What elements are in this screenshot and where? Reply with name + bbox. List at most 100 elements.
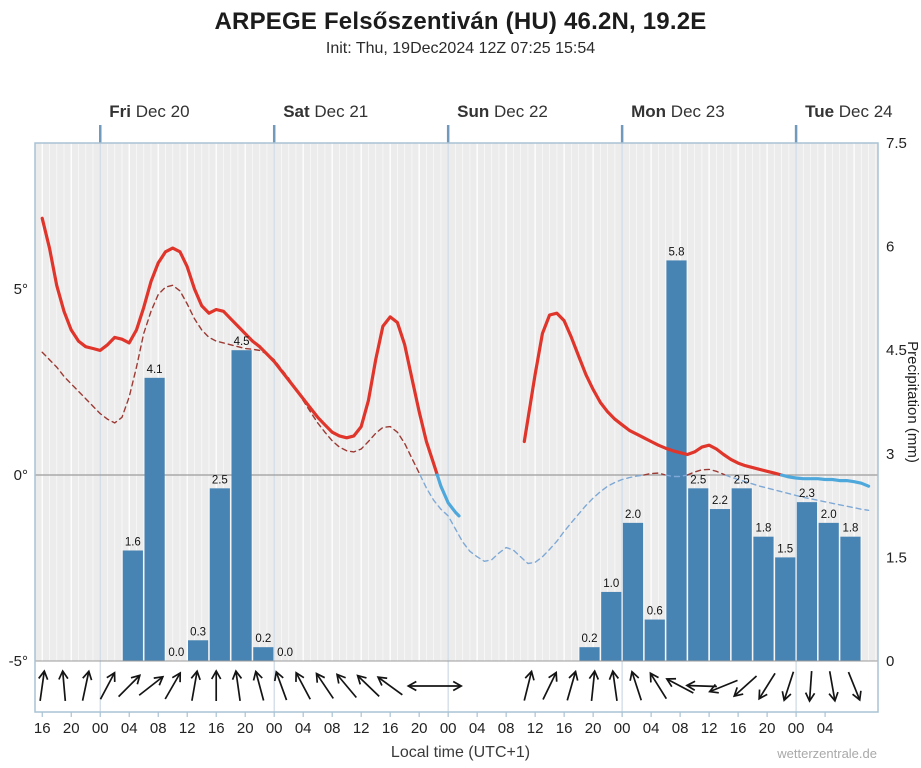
precip-bar-label: 2.0 bbox=[625, 509, 641, 521]
x-tick-label: 16 bbox=[34, 720, 51, 737]
precip-bar-label: 1.5 bbox=[777, 543, 793, 555]
precip-bar bbox=[818, 522, 839, 661]
temperature-line bbox=[435, 473, 461, 518]
precip-bar-label: 2.3 bbox=[799, 488, 815, 500]
precip-bar-label: 2.5 bbox=[212, 474, 228, 486]
x-tick-label: 00 bbox=[92, 720, 109, 737]
precip-bar bbox=[622, 522, 644, 661]
temperature-line bbox=[522, 311, 784, 477]
x-tick-label: 12 bbox=[179, 720, 196, 737]
x-tick-label: 00 bbox=[266, 720, 283, 737]
wind-arrow bbox=[315, 672, 334, 699]
precip-bar bbox=[775, 557, 796, 661]
precip-bar bbox=[579, 647, 600, 661]
precip-bar bbox=[840, 536, 861, 661]
plot-frame bbox=[34, 142, 879, 713]
wind-arrow bbox=[164, 671, 182, 700]
wind-arrow bbox=[649, 671, 668, 700]
wind-arrow bbox=[252, 669, 265, 701]
precip-bar bbox=[666, 260, 687, 661]
wind-arrow bbox=[588, 669, 600, 702]
wind-arrow bbox=[781, 671, 795, 702]
wind-arrow bbox=[376, 676, 403, 696]
x-tick-label: 16 bbox=[382, 720, 399, 737]
temperature-line bbox=[40, 216, 439, 477]
x-tick-label: 12 bbox=[701, 720, 718, 737]
wind-arrow bbox=[828, 671, 839, 703]
temperature-line bbox=[780, 473, 871, 488]
precip-bar-label: 0.2 bbox=[255, 633, 271, 645]
wind-arrow bbox=[523, 669, 535, 701]
dewpoint-line bbox=[686, 468, 727, 476]
precip-bar-label: 2.5 bbox=[690, 474, 706, 486]
temp-axis-label: -5° bbox=[9, 653, 28, 670]
day-label: Sun Dec 22 bbox=[457, 102, 548, 121]
wind-arrow bbox=[190, 669, 201, 701]
wind-arrow bbox=[117, 674, 142, 698]
precip-bar bbox=[122, 550, 143, 661]
temp-axis-label: 5° bbox=[14, 281, 28, 298]
day-label: Fri Dec 20 bbox=[109, 102, 189, 121]
x-tick-label: 20 bbox=[759, 720, 776, 737]
precip-axis-label: 4.5 bbox=[886, 342, 907, 359]
wind-arrow bbox=[58, 669, 69, 702]
precip-bar-label: 0.0 bbox=[277, 647, 293, 659]
x-tick-label: 08 bbox=[672, 720, 689, 737]
x-tick-label: 04 bbox=[817, 720, 834, 737]
wind-arrow bbox=[732, 675, 758, 698]
day-label: Mon Dec 23 bbox=[631, 102, 725, 121]
precip-bar bbox=[188, 640, 209, 661]
precip-bar bbox=[144, 377, 165, 661]
wind-arrow bbox=[81, 669, 93, 701]
wind-arrow bbox=[231, 669, 243, 701]
wind-arrow bbox=[608, 669, 620, 701]
day-label: Sat Dec 21 bbox=[283, 102, 368, 121]
x-tick-label: 16 bbox=[208, 720, 225, 737]
precip-axis-label: 6 bbox=[886, 239, 894, 256]
x-tick-label: 16 bbox=[730, 720, 747, 737]
x-tick-label: 04 bbox=[295, 720, 312, 737]
x-tick-label: 00 bbox=[788, 720, 805, 737]
wind-arrow bbox=[629, 670, 643, 701]
chart-title: ARPEGE Felsőszentiván (HU) 46.2N, 19.2E bbox=[214, 8, 707, 35]
precip-axis-title: Precipitation (mm) bbox=[904, 341, 921, 463]
precip-axis-label: 3 bbox=[886, 446, 894, 463]
precip-bar-label: 0.2 bbox=[582, 633, 598, 645]
dewpoint-line bbox=[41, 284, 421, 476]
precip-bar-label: 2.0 bbox=[821, 509, 837, 521]
wind-arrow bbox=[665, 677, 694, 694]
wind-variable-arrow bbox=[406, 680, 463, 692]
wind-arrow bbox=[542, 670, 558, 700]
wind-arrow bbox=[847, 671, 862, 702]
chart-subtitle: Init: Thu, 19Dec2024 12Z 07:25 15:54 bbox=[325, 40, 596, 57]
x-tick-label: 08 bbox=[498, 720, 515, 737]
x-tick-label: 04 bbox=[643, 720, 660, 737]
x-tick-label: 20 bbox=[585, 720, 602, 737]
x-tick-label: 08 bbox=[324, 720, 341, 737]
precip-bar-label: 1.8 bbox=[842, 523, 858, 535]
wind-arrow bbox=[708, 679, 738, 694]
wind-arrow bbox=[38, 669, 49, 701]
x-tick-label: 08 bbox=[150, 720, 167, 737]
temp-axis-label: 0° bbox=[14, 467, 28, 484]
precip-bar-label: 0.0 bbox=[168, 647, 184, 659]
precip-bar bbox=[231, 350, 252, 661]
x-axis-title: Local time (UTC+1) bbox=[390, 744, 531, 761]
wind-arrow bbox=[356, 674, 380, 698]
precip-bar-label: 0.3 bbox=[190, 626, 206, 638]
wind-arrow bbox=[295, 671, 311, 700]
x-tick-label: 00 bbox=[614, 720, 631, 737]
dewpoint-line bbox=[664, 474, 689, 478]
wind-arrow bbox=[273, 670, 288, 701]
precip-bar bbox=[688, 488, 709, 661]
precip-bar-label: 1.8 bbox=[755, 523, 771, 535]
x-tick-label: 04 bbox=[121, 720, 138, 737]
wind-arrow bbox=[335, 673, 357, 699]
precip-bar bbox=[209, 488, 230, 661]
wind-arrow bbox=[758, 672, 776, 701]
wind-arrow bbox=[685, 680, 717, 691]
precip-bar-label: 4.1 bbox=[147, 364, 163, 376]
precip-axis-label: 0 bbox=[886, 653, 894, 670]
x-tick-label: 04 bbox=[469, 720, 486, 737]
